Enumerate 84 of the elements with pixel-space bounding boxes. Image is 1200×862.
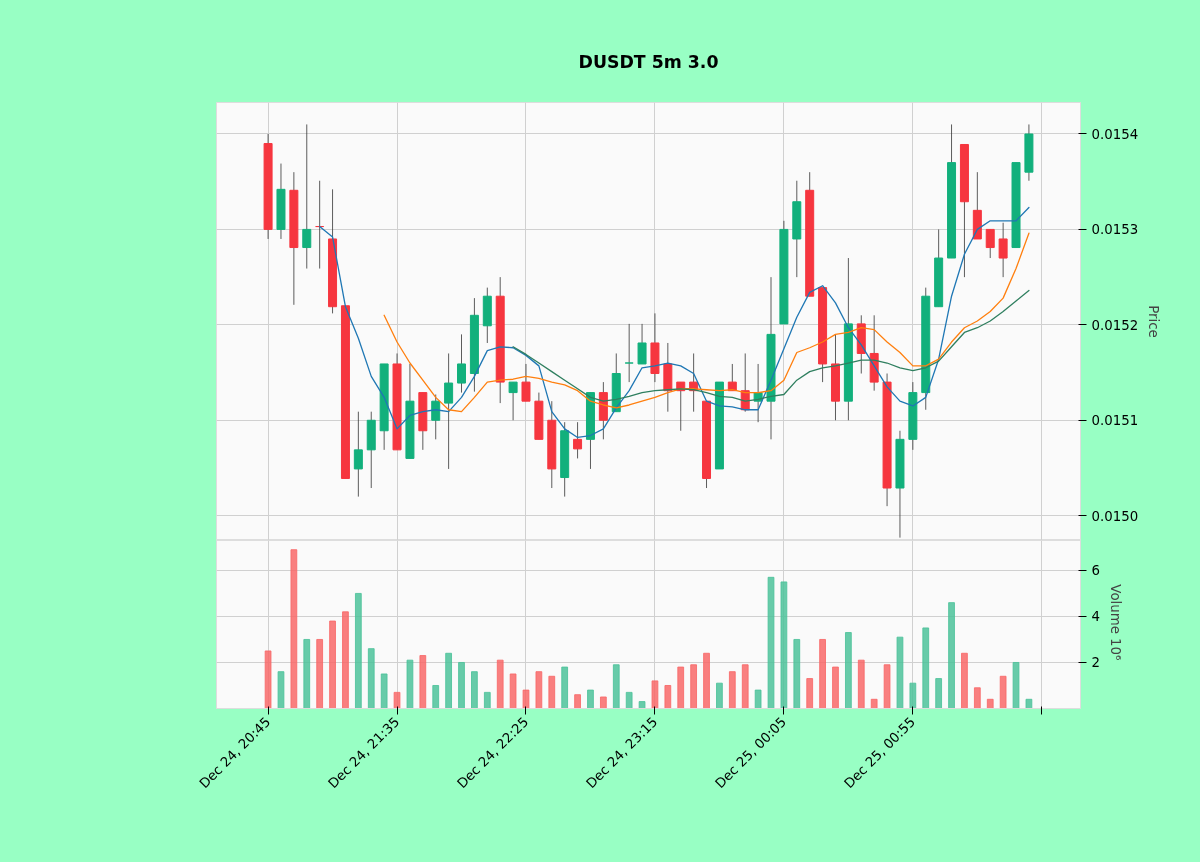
bar <box>973 687 981 709</box>
bar <box>716 682 723 709</box>
bar <box>574 694 581 709</box>
bar <box>316 638 324 709</box>
candlestick <box>637 323 647 365</box>
bar <box>703 652 710 709</box>
bar <box>780 581 788 709</box>
bar <box>303 638 311 709</box>
y-tick-label: 0.0151 <box>1091 413 1139 429</box>
candlestick <box>573 421 583 459</box>
candlestick <box>521 363 531 402</box>
bar <box>741 664 749 709</box>
bar <box>599 696 607 709</box>
bar <box>986 698 994 709</box>
bar <box>1025 698 1033 709</box>
bar <box>458 661 465 709</box>
bar <box>754 689 762 709</box>
bar <box>342 611 349 709</box>
bar <box>819 638 826 709</box>
bar <box>806 678 814 709</box>
bar <box>535 671 543 709</box>
candlestick <box>508 381 518 421</box>
bar <box>638 701 646 709</box>
bar <box>290 549 298 709</box>
bar <box>354 592 362 709</box>
y-tick-label: 0.0153 <box>1091 222 1139 238</box>
line-series <box>383 232 1030 413</box>
y-tick-label: 0.0152 <box>1091 317 1139 333</box>
candlestick <box>431 394 441 440</box>
bar <box>496 659 504 709</box>
bar <box>471 671 478 709</box>
bar <box>445 652 453 709</box>
y-tick-label: 0.0154 <box>1091 126 1139 142</box>
bar <box>857 659 865 709</box>
bar <box>625 691 633 709</box>
bar <box>832 666 839 709</box>
bar <box>922 627 930 709</box>
bar <box>612 664 620 709</box>
chart-title: DUSDT 5m 3.0 <box>578 51 719 72</box>
bar <box>844 632 852 709</box>
bar <box>483 691 491 709</box>
bar <box>561 666 569 709</box>
bar <box>677 666 685 709</box>
y-tick-label: 6 <box>1091 563 1100 579</box>
bar <box>651 680 659 709</box>
bar <box>767 576 775 709</box>
bar <box>935 678 943 709</box>
candlestick <box>353 411 363 497</box>
bar <box>432 684 440 709</box>
bar <box>264 650 272 709</box>
bar <box>367 648 375 709</box>
bar <box>548 675 556 709</box>
bar <box>406 659 414 709</box>
bar <box>883 664 891 709</box>
bar <box>961 652 968 709</box>
bar <box>393 691 401 709</box>
bar <box>587 689 594 709</box>
bar <box>690 664 698 709</box>
candlestick <box>444 353 454 470</box>
bar <box>664 684 672 709</box>
y-tick-label: 0.0150 <box>1091 508 1139 524</box>
bar <box>419 655 427 709</box>
bar <box>380 673 388 709</box>
bar <box>329 620 336 709</box>
bar <box>909 682 917 709</box>
bar <box>999 675 1007 709</box>
bar <box>728 671 736 709</box>
candlestick <box>624 323 634 383</box>
bar <box>870 698 878 709</box>
candlestick <box>998 222 1008 278</box>
bar <box>896 636 904 709</box>
y-tick-label: 4 <box>1091 609 1100 625</box>
bar <box>522 689 530 709</box>
candlestick <box>302 124 312 269</box>
y-axis-title: Price <box>1146 305 1162 338</box>
candlestick <box>457 333 467 393</box>
bar <box>277 671 285 709</box>
bar <box>948 602 955 709</box>
candlestick <box>985 228 995 259</box>
y-axis-title: Volume 10⁶ <box>1107 584 1123 661</box>
bar <box>1012 661 1020 709</box>
y-tick-label: 2 <box>1091 655 1100 671</box>
bar <box>793 638 801 709</box>
bar <box>509 673 517 709</box>
